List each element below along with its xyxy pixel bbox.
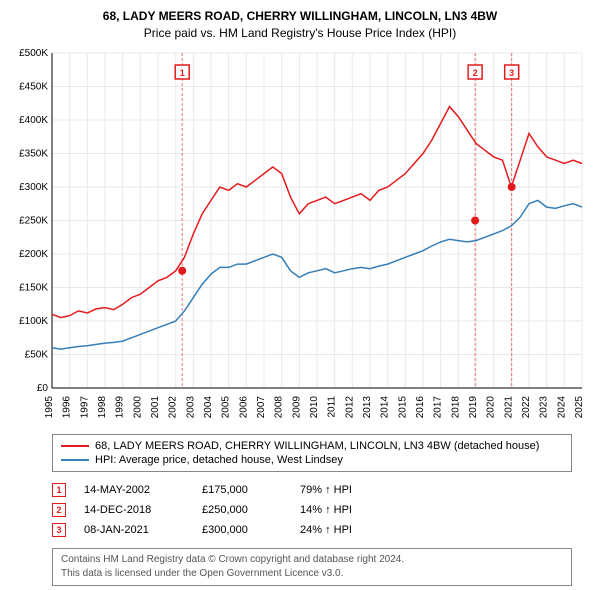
- event-row: 3 08-JAN-2021 £300,000 24% ↑ HPI: [52, 520, 572, 540]
- chart-svg: £0 £50K £100K £150K £200K £250K £300K £350K £400…: [10, 48, 590, 428]
- footer-line-2: This data is licensed under the Open Gov…: [61, 567, 563, 581]
- event-price: £175,000: [202, 484, 282, 496]
- event-price: £300,000: [202, 524, 282, 536]
- legend-row-1: 68, LADY MEERS ROAD, CHERRY WILLINGHAM, …: [61, 439, 563, 453]
- event-marker-icon: 2: [52, 503, 66, 517]
- event-row: 1 14-MAY-2002 £175,000 79% ↑ HPI: [52, 480, 572, 500]
- event-marker-icon: 3: [52, 523, 66, 537]
- title-line-1: 68, LADY MEERS ROAD, CHERRY WILLINGHAM, …: [10, 8, 590, 25]
- event-row: 2 14-DEC-2018 £250,000 14% ↑ HPI: [52, 500, 572, 520]
- event-date: 14-DEC-2018: [84, 504, 184, 516]
- svg-text:2008: 2008: [274, 395, 285, 418]
- svg-text:2024: 2024: [556, 395, 567, 418]
- legend-label-hpi: HPI: Average price, detached house, West…: [95, 454, 343, 466]
- event-date: 08-JAN-2021: [84, 524, 184, 536]
- event-note: 79% ↑ HPI: [300, 484, 572, 496]
- event-note: 24% ↑ HPI: [300, 524, 572, 536]
- svg-text:2023: 2023: [539, 395, 550, 418]
- svg-text:2018: 2018: [450, 395, 461, 418]
- legend-row-2: HPI: Average price, detached house, West…: [61, 453, 563, 467]
- svg-text:2002: 2002: [168, 395, 179, 418]
- svg-text:2025: 2025: [574, 395, 585, 418]
- svg-text:£450K: £450K: [19, 81, 48, 92]
- svg-text:2006: 2006: [238, 395, 249, 418]
- event-note: 14% ↑ HPI: [300, 504, 572, 516]
- svg-text:£150K: £150K: [19, 282, 48, 293]
- svg-text:2000: 2000: [132, 395, 143, 418]
- svg-text:1995: 1995: [44, 395, 55, 418]
- svg-text:2: 2: [473, 68, 478, 78]
- event-date: 14-MAY-2002: [84, 484, 184, 496]
- svg-text:2017: 2017: [433, 395, 444, 418]
- events-list: 1 14-MAY-2002 £175,000 79% ↑ HPI 2 14-DEC-201…: [52, 480, 572, 540]
- svg-text:2016: 2016: [415, 395, 426, 418]
- event-marker-icon: 1: [52, 483, 66, 497]
- svg-text:1999: 1999: [115, 395, 126, 418]
- svg-text:1: 1: [180, 68, 185, 78]
- svg-text:£100K: £100K: [19, 316, 48, 327]
- svg-text:2021: 2021: [503, 395, 514, 418]
- title-block: 68, LADY MEERS ROAD, CHERRY WILLINGHAM, …: [10, 8, 590, 42]
- svg-text:£500K: £500K: [19, 48, 48, 59]
- svg-text:2009: 2009: [291, 395, 302, 418]
- svg-text:£0: £0: [37, 383, 49, 394]
- svg-text:2010: 2010: [309, 395, 320, 418]
- legend-swatch-hpi: [61, 459, 89, 461]
- svg-text:£250K: £250K: [19, 215, 48, 226]
- svg-text:£300K: £300K: [19, 182, 48, 193]
- svg-text:1997: 1997: [79, 395, 90, 418]
- svg-text:£400K: £400K: [19, 115, 48, 126]
- svg-text:2004: 2004: [203, 395, 214, 418]
- footer-line-1: Contains HM Land Registry data © Crown c…: [61, 553, 563, 567]
- svg-text:2003: 2003: [185, 395, 196, 418]
- svg-text:2014: 2014: [380, 395, 391, 418]
- svg-text:2011: 2011: [327, 395, 338, 417]
- svg-text:£350K: £350K: [19, 148, 48, 159]
- svg-text:2019: 2019: [468, 395, 479, 418]
- event-price: £250,000: [202, 504, 282, 516]
- svg-text:2022: 2022: [521, 395, 532, 418]
- svg-text:£50K: £50K: [25, 349, 49, 360]
- svg-text:2020: 2020: [486, 395, 497, 418]
- chart-container: 68, LADY MEERS ROAD, CHERRY WILLINGHAM, …: [0, 0, 600, 590]
- legend-label-property: 68, LADY MEERS ROAD, CHERRY WILLINGHAM, …: [95, 440, 539, 452]
- svg-text:2013: 2013: [362, 395, 373, 418]
- legend-swatch-property: [61, 445, 89, 447]
- svg-text:2001: 2001: [150, 395, 161, 418]
- svg-text:£200K: £200K: [19, 249, 48, 260]
- svg-text:3: 3: [509, 68, 514, 78]
- svg-text:2012: 2012: [344, 395, 355, 418]
- svg-text:2005: 2005: [221, 395, 232, 418]
- svg-text:2007: 2007: [256, 395, 267, 418]
- svg-text:1998: 1998: [97, 395, 108, 418]
- svg-text:1996: 1996: [62, 395, 73, 418]
- chart-area: £0 £50K £100K £150K £200K £250K £300K £350K £400…: [10, 48, 590, 428]
- footer: Contains HM Land Registry data © Crown c…: [52, 548, 572, 586]
- legend: 68, LADY MEERS ROAD, CHERRY WILLINGHAM, …: [52, 434, 572, 472]
- svg-text:2015: 2015: [397, 395, 408, 418]
- title-line-2: Price paid vs. HM Land Registry's House …: [10, 25, 590, 42]
